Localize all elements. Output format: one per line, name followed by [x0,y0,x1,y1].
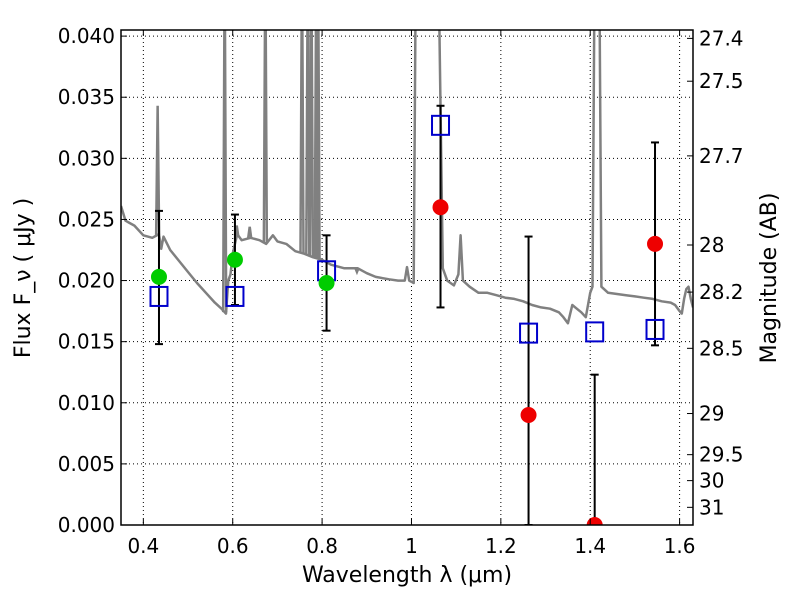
observed-flux-point-red [520,407,537,423]
observed-flux-point-green [318,275,335,291]
observed-flux-point-red [647,235,664,252]
mag-tick-label: 30 [699,469,724,493]
x-tick-label: 1 [405,534,418,558]
model-photometry-square [225,285,245,307]
mag-tick-label: 28.5 [699,336,744,360]
emission-line-spike [221,30,228,313]
y-tick-label: 0.015 [58,330,115,354]
axis-ticks [121,30,693,526]
mag-tick-label: 27.7 [699,144,744,168]
data-markers [149,114,665,525]
y-axis-label-left: Flux F_ν ( μJy ) [11,198,36,358]
y-tick-label: 0.035 [58,85,115,109]
observed-flux-point-red [586,517,603,525]
spectrum-line [121,30,693,325]
emission-line-spike [305,30,311,256]
observed-flux-point-green [226,251,243,268]
mag-tick-label: 29.5 [699,443,744,467]
mag-tick-label: 29 [699,402,724,426]
y-tick-label: 0.020 [58,269,115,293]
emission-line-spike [354,267,360,276]
mag-tick-label: 31 [699,495,724,519]
x-tick-label: 0.4 [127,534,159,558]
emission-line-spike [315,30,321,259]
emission-line-spike [262,30,269,244]
emission-line-spike [154,105,161,235]
emission-line-spike [246,226,253,239]
mag-tick-label: 27.4 [699,26,744,50]
y-tick-label: 0.000 [58,513,115,537]
x-tick-label: 0.6 [217,534,249,558]
model-photometry-square [645,318,665,340]
mag-tick-label: 28 [699,233,724,257]
mag-tick-label: 28.2 [699,280,744,304]
y-tick-label: 0.040 [58,24,115,48]
emission-line-spike [308,30,315,257]
observed-flux-point-red [432,199,449,216]
plot-frame [120,29,694,526]
x-axis-label: Wavelength λ (μm) [302,563,512,588]
x-tick-label: 0.8 [306,534,338,558]
x-tick-label: 1.2 [485,534,517,558]
y-tick-label: 0.025 [58,207,115,231]
tick-labels: 0.4 0.6 0.8 1 1.2 1.4 1.6 0.000 0.005 0.010 0.015 0… [58,24,744,558]
model-photometry-square [519,322,539,344]
mag-tick-label: 27.5 [699,69,744,93]
model-photometry-square [585,321,605,343]
grid-lines [121,30,693,526]
y-tick-label: 0.010 [58,391,115,415]
emission-line-spike [299,30,305,254]
observed-flux-point-green [150,268,167,285]
x-tick-label: 1.4 [574,534,606,558]
y-tick-label: 0.005 [58,452,115,476]
model-photometry-square [149,285,169,307]
y-tick-label: 0.030 [58,146,115,170]
model-photometry-square [431,114,451,136]
model-spectrum [121,30,693,325]
y-axis-label-right: Magnitude (AB) [757,193,782,364]
x-tick-label: 1.6 [664,534,696,558]
